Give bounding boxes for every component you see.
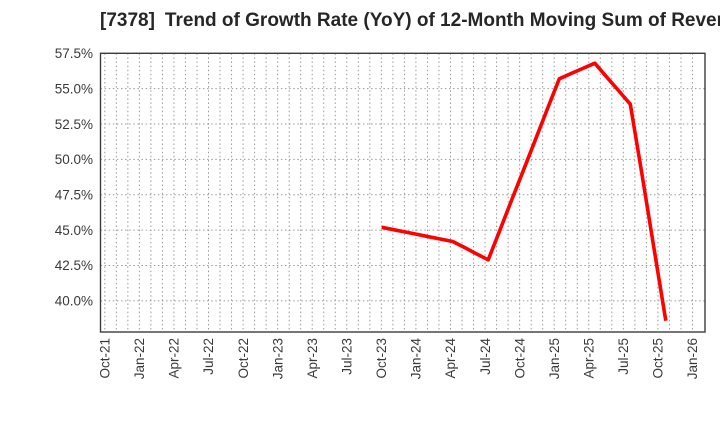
x-tick-label: Jan-22 <box>132 338 147 379</box>
y-tick-label: 42.5% <box>55 258 93 273</box>
y-tick-label: 57.5% <box>55 46 93 61</box>
x-tick-label: Jul-25 <box>616 338 631 375</box>
x-tick-label: Oct-23 <box>374 338 389 379</box>
x-tick-label: Jan-25 <box>547 338 562 379</box>
x-tick-label: Apr-24 <box>443 338 458 379</box>
x-tick-label: Oct-22 <box>236 338 251 379</box>
x-tick-label: Apr-25 <box>581 338 596 379</box>
y-tick-label: 55.0% <box>55 81 93 96</box>
y-tick-label: 47.5% <box>55 187 93 202</box>
x-tick-label: Jul-24 <box>478 338 493 375</box>
x-tick-label: Jan-26 <box>685 338 700 379</box>
x-tick-label: Oct-21 <box>98 338 113 379</box>
x-tick-label: Jul-23 <box>340 338 355 375</box>
x-tick-label: Apr-22 <box>167 338 182 379</box>
chart-title: [7378] Trend of Growth Rate (YoY) of 12-M… <box>100 10 720 32</box>
y-tick-label: 40.0% <box>55 294 93 309</box>
y-tick-label: 45.0% <box>55 223 93 238</box>
ticker-code: [7378] <box>100 10 155 31</box>
x-tick-label: Oct-24 <box>512 338 527 379</box>
x-tick-label: Jan-23 <box>270 338 285 379</box>
y-tick-label: 52.5% <box>55 117 93 132</box>
x-tick-label: Jan-24 <box>409 338 424 380</box>
chart-title-text: Trend of Growth Rate (YoY) of 12-Month M… <box>164 10 720 31</box>
plot-frame <box>99 52 706 333</box>
x-tick-label: Oct-25 <box>651 338 666 379</box>
x-tick-label: Apr-23 <box>305 338 320 379</box>
x-tick-label: Jul-22 <box>201 338 216 375</box>
revenue-growth-line <box>381 61 668 321</box>
y-tick-label: 50.0% <box>55 152 93 167</box>
